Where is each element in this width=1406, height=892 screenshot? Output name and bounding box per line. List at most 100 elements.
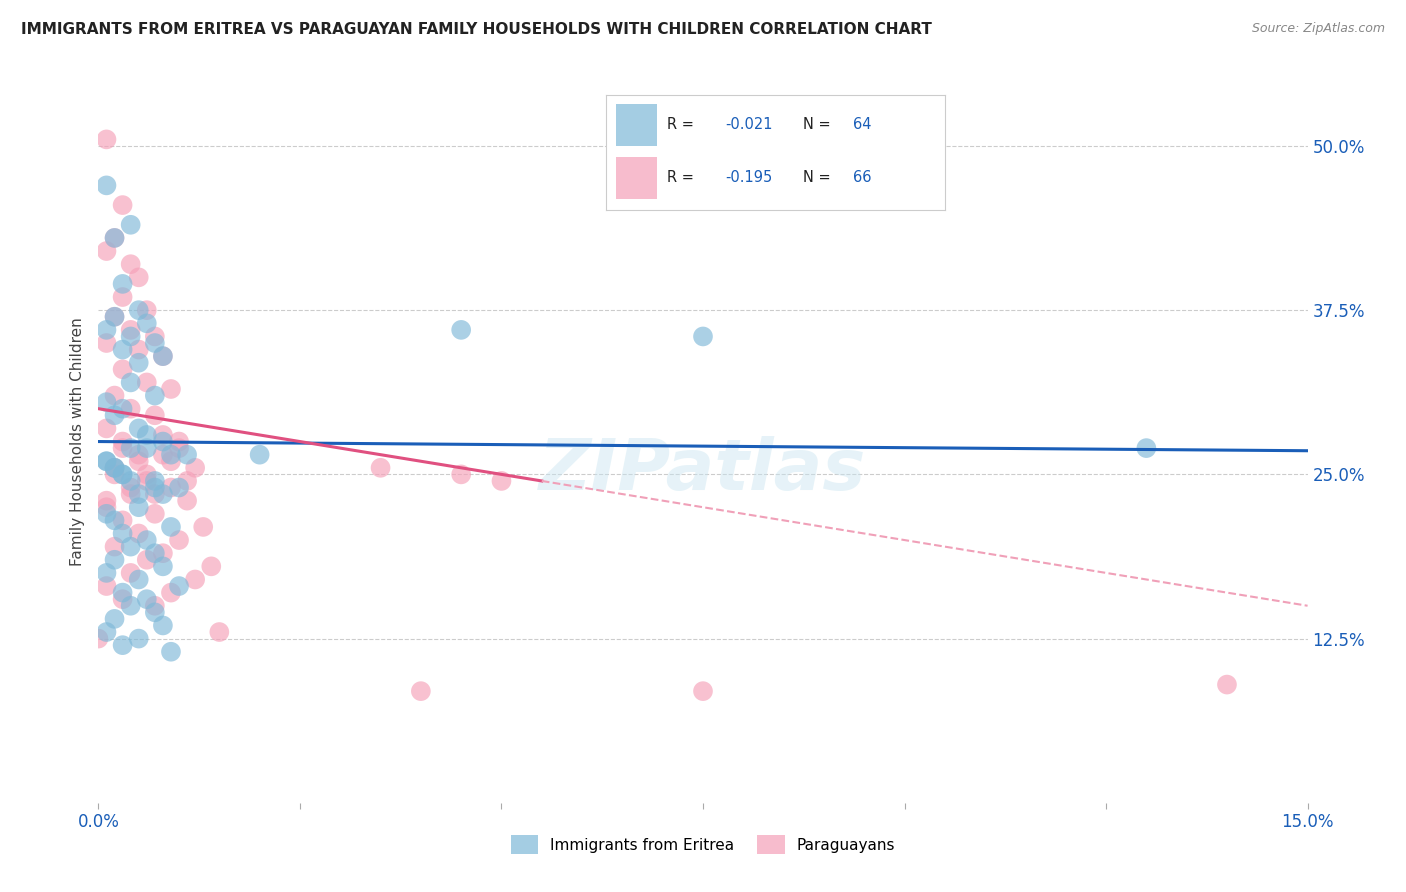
Point	[96, 132, 118, 146]
Point	[111, 198, 134, 212]
Point	[120, 474, 142, 488]
Point	[120, 257, 142, 271]
Point	[96, 566, 118, 580]
Point	[491, 474, 513, 488]
Point	[160, 585, 183, 599]
Point	[1135, 441, 1157, 455]
Point	[152, 434, 174, 449]
Point	[143, 487, 166, 501]
Point	[143, 409, 166, 423]
Point	[167, 533, 190, 547]
Point	[96, 421, 118, 435]
Point	[111, 362, 134, 376]
Point	[160, 454, 183, 468]
Point	[120, 323, 142, 337]
Point	[152, 487, 174, 501]
Point	[208, 625, 231, 640]
Point	[176, 448, 198, 462]
Point	[120, 441, 142, 455]
Point	[96, 323, 118, 337]
Point	[152, 448, 174, 462]
Point	[160, 481, 183, 495]
Y-axis label: Family Households with Children: Family Households with Children	[69, 318, 84, 566]
Point	[120, 540, 142, 554]
Point	[120, 487, 142, 501]
Point	[96, 244, 118, 258]
Point	[103, 231, 125, 245]
Point	[96, 625, 118, 640]
Point	[111, 441, 134, 455]
Point	[111, 592, 134, 607]
Point	[450, 467, 472, 482]
Point	[692, 684, 714, 698]
Point	[160, 382, 183, 396]
Point	[103, 310, 125, 324]
Point	[103, 540, 125, 554]
Point	[152, 618, 174, 632]
Point	[96, 178, 118, 193]
Point	[135, 467, 157, 482]
Point	[193, 520, 215, 534]
Point	[135, 376, 157, 390]
Point	[120, 218, 142, 232]
Point	[120, 599, 142, 613]
Point	[128, 421, 150, 435]
Point	[143, 336, 166, 351]
Point	[143, 329, 166, 343]
Point	[120, 376, 142, 390]
Point	[143, 481, 166, 495]
Point	[160, 448, 183, 462]
Point	[143, 599, 166, 613]
Point	[120, 401, 142, 416]
Point	[96, 336, 118, 351]
Point	[103, 460, 125, 475]
Point	[184, 573, 207, 587]
Point	[96, 395, 118, 409]
Point	[409, 684, 432, 698]
Point	[143, 507, 166, 521]
Point	[184, 460, 207, 475]
Point	[135, 553, 157, 567]
Point	[143, 474, 166, 488]
Point	[103, 231, 125, 245]
Point	[128, 573, 150, 587]
Point	[160, 645, 183, 659]
Point	[111, 277, 134, 291]
Point	[370, 460, 392, 475]
Point	[167, 441, 190, 455]
Point	[200, 559, 222, 574]
Point	[103, 310, 125, 324]
Point	[135, 303, 157, 318]
Point	[135, 316, 157, 330]
Point	[96, 579, 118, 593]
Point	[143, 546, 166, 560]
Point	[111, 290, 134, 304]
Point	[152, 349, 174, 363]
Point	[111, 638, 134, 652]
Point	[111, 401, 134, 416]
Point	[160, 520, 183, 534]
Point	[152, 546, 174, 560]
Point	[96, 454, 118, 468]
Point	[96, 454, 118, 468]
Point	[128, 343, 150, 357]
Point	[167, 481, 190, 495]
Point	[103, 513, 125, 527]
Point	[128, 526, 150, 541]
Point	[152, 428, 174, 442]
Point	[96, 493, 118, 508]
Point	[128, 270, 150, 285]
Point	[128, 448, 150, 462]
Point	[128, 356, 150, 370]
Point	[176, 493, 198, 508]
Point	[96, 507, 118, 521]
Point	[450, 323, 472, 337]
Point	[176, 474, 198, 488]
Point	[87, 632, 110, 646]
Point	[128, 303, 150, 318]
Point	[111, 467, 134, 482]
Point	[128, 632, 150, 646]
Point	[103, 460, 125, 475]
Point	[103, 409, 125, 423]
Point	[135, 428, 157, 442]
